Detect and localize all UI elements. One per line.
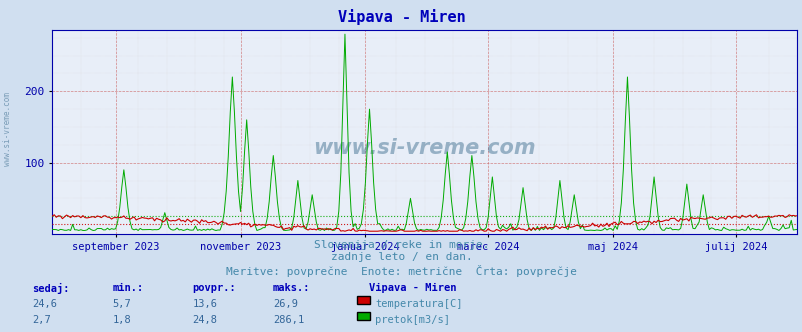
Text: 24,8: 24,8 (192, 315, 217, 325)
Text: min.:: min.: (112, 283, 144, 293)
Text: 13,6: 13,6 (192, 299, 217, 309)
Text: povpr.:: povpr.: (192, 283, 236, 293)
Text: 26,9: 26,9 (273, 299, 298, 309)
Text: 5,7: 5,7 (112, 299, 131, 309)
Text: Slovenija / reke in morje.: Slovenija / reke in morje. (314, 240, 488, 250)
Text: sedaj:: sedaj: (32, 283, 70, 294)
Text: 1,8: 1,8 (112, 315, 131, 325)
Text: 24,6: 24,6 (32, 299, 57, 309)
Text: zadnje leto / en dan.: zadnje leto / en dan. (330, 252, 472, 262)
Text: www.si-vreme.com: www.si-vreme.com (313, 138, 536, 158)
Text: maks.:: maks.: (273, 283, 310, 293)
Text: 2,7: 2,7 (32, 315, 51, 325)
Text: Vipava - Miren: Vipava - Miren (337, 9, 465, 25)
Text: 286,1: 286,1 (273, 315, 304, 325)
Text: temperatura[C]: temperatura[C] (375, 299, 462, 309)
Text: pretok[m3/s]: pretok[m3/s] (375, 315, 449, 325)
Text: Meritve: povprečne  Enote: metrične  Črta: povprečje: Meritve: povprečne Enote: metrične Črta:… (225, 265, 577, 277)
Text: Vipava - Miren: Vipava - Miren (369, 283, 456, 293)
Text: www.si-vreme.com: www.si-vreme.com (2, 93, 12, 166)
